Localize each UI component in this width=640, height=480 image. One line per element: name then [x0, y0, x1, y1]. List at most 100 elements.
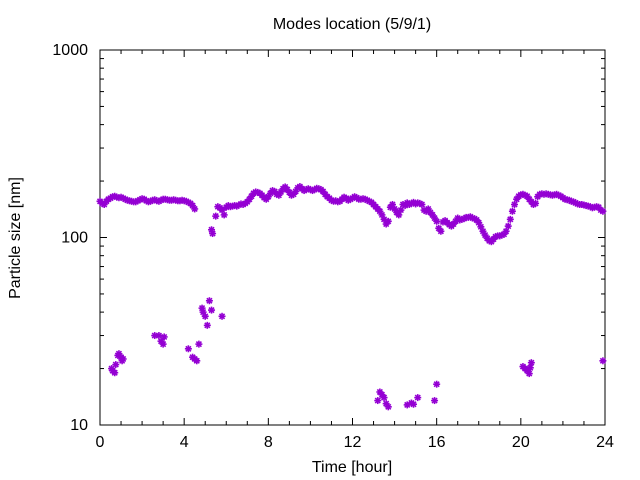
data-point	[384, 217, 392, 225]
axis-ticks	[99, 49, 606, 426]
data-point-stroke	[111, 369, 118, 376]
data-point	[218, 312, 226, 320]
data-point-stroke	[160, 341, 167, 348]
data-point-stroke	[481, 232, 489, 239]
data-point-stroke	[120, 355, 127, 363]
data-point	[374, 397, 382, 405]
data-point-stroke	[202, 313, 209, 320]
data-point-stroke	[389, 201, 396, 208]
data-point-stroke	[526, 370, 533, 377]
chart-title: Modes location (5/9/1)	[273, 16, 431, 33]
data-point-stroke	[206, 297, 213, 304]
x-tick-label: 4	[180, 434, 189, 451]
y-tick-label: 100	[61, 230, 88, 247]
x-tick-label: 24	[596, 434, 614, 451]
data-point-stroke	[212, 213, 219, 220]
data-point-stroke	[475, 219, 482, 226]
data-point	[410, 400, 418, 408]
data-point	[508, 207, 516, 215]
data-point-stroke	[429, 211, 436, 218]
data-point-stroke	[425, 205, 432, 213]
data-point-stroke	[155, 332, 163, 339]
data-point-stroke	[195, 341, 202, 348]
data-point-stroke	[433, 381, 440, 388]
data-point	[418, 200, 426, 208]
data-point-stroke	[380, 216, 388, 223]
data-point-stroke	[524, 193, 531, 200]
data-point-stroke	[437, 228, 444, 235]
data-point-stroke	[505, 223, 512, 230]
data-point-stroke	[410, 401, 417, 408]
data-point-stroke	[532, 200, 539, 207]
data-point-stroke	[435, 225, 442, 232]
data-point-stroke	[418, 201, 426, 208]
data-point-stroke	[380, 394, 388, 401]
x-tick-label: 20	[512, 434, 530, 451]
data-point	[397, 206, 405, 214]
data-point-stroke	[431, 214, 438, 222]
data-point	[111, 369, 119, 377]
data-point	[527, 359, 535, 367]
data-point	[112, 361, 120, 369]
x-axis-label: Time [hour]	[312, 459, 392, 476]
data-point-stroke	[374, 397, 381, 404]
data-point	[159, 340, 167, 348]
data-point-stroke	[477, 223, 484, 230]
data-point-stroke	[599, 357, 606, 364]
data-point-stroke	[204, 322, 211, 329]
data-point-stroke	[200, 309, 207, 316]
data-point-stroke	[189, 202, 196, 209]
axis-tick-labels: 0 4 8 12 16 20 24 10 100 1000	[52, 42, 614, 451]
data-point-stroke	[376, 208, 383, 215]
data-point	[155, 332, 163, 340]
data-point	[504, 222, 512, 230]
data-point	[201, 312, 209, 320]
data-point	[433, 380, 441, 388]
data-point-stroke	[431, 397, 438, 404]
data-point-stroke	[385, 403, 392, 410]
data-point-stroke	[391, 205, 398, 213]
data-point	[506, 215, 514, 223]
data-point	[414, 394, 422, 402]
data-point	[119, 355, 127, 363]
data-point-stroke	[218, 313, 226, 320]
data-point-stroke	[479, 228, 487, 235]
data-point	[193, 357, 201, 365]
data-point-stroke	[511, 201, 518, 208]
data-point-stroke	[218, 207, 226, 214]
y-axis-label: Particle size [nm]	[7, 177, 24, 299]
data-point-stroke	[507, 216, 514, 223]
data-point-stroke	[193, 357, 200, 364]
data-point	[431, 397, 439, 405]
data-point	[526, 364, 534, 372]
data-point	[209, 230, 217, 238]
data-point-stroke	[161, 333, 168, 340]
x-tick-label: 12	[344, 434, 362, 451]
data-point-stroke	[209, 230, 216, 237]
x-tick-label: 16	[428, 434, 446, 451]
data-point	[191, 205, 199, 213]
data-point-stroke	[112, 361, 119, 368]
data-point-stroke	[509, 208, 516, 215]
data-point-stroke	[433, 218, 440, 225]
data-points	[96, 183, 607, 411]
data-point-stroke	[378, 211, 386, 218]
data-point	[433, 217, 441, 225]
data-point-stroke	[383, 400, 390, 407]
data-point	[437, 227, 445, 235]
data-point	[203, 321, 211, 329]
data-point	[195, 340, 203, 348]
data-point-stroke	[191, 205, 198, 213]
data-point-stroke	[599, 208, 606, 215]
data-point	[599, 207, 607, 215]
y-tick-label: 10	[70, 417, 88, 434]
data-point	[160, 333, 168, 341]
data-point	[212, 212, 220, 220]
data-point	[532, 199, 540, 207]
data-point-stroke	[221, 211, 228, 218]
x-tick-label: 0	[96, 434, 105, 451]
data-point	[384, 403, 392, 411]
data-point	[220, 211, 228, 219]
